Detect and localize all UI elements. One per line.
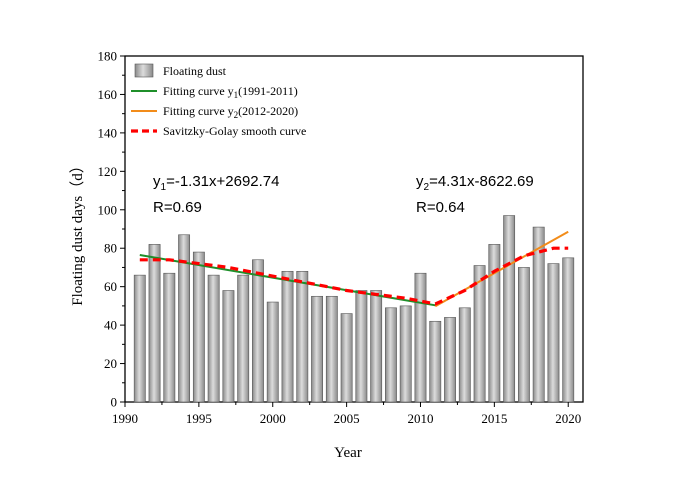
- bar-2007: [370, 290, 383, 403]
- bar-1995: [192, 251, 205, 403]
- bar-2001: [281, 270, 294, 403]
- annotation-y1-r: R=0.69: [153, 199, 202, 216]
- bar-2013: [458, 307, 471, 403]
- x-tick-label-2015: 2015: [481, 411, 507, 426]
- bar-2014: [473, 265, 486, 403]
- bar-2010: [414, 272, 427, 403]
- legend-label-1: Fitting curve y1(1991-2011): [163, 84, 298, 100]
- bar-2000: [266, 301, 279, 403]
- bar-2017: [517, 267, 530, 403]
- series-line-2: [434, 230, 569, 308]
- bar-1991: [133, 274, 146, 403]
- y-tick-label-80: 80: [104, 241, 117, 256]
- bar-2003: [311, 295, 323, 403]
- bar-2005: [340, 313, 353, 403]
- bar-1999: [252, 259, 264, 403]
- ticks-group: 1990 1995 2000 2005 2010 2015 2020 0 20 40 60 80 100…: [98, 49, 582, 427]
- bar-2012: [444, 317, 456, 403]
- x-tick-label-1995: 1995: [186, 411, 212, 426]
- y-tick-label-60: 60: [104, 279, 117, 294]
- legend-label-0: Floating dust: [163, 64, 227, 78]
- bar-2004: [325, 295, 338, 403]
- y-tick-label-100: 100: [98, 202, 118, 217]
- bar-1992: [148, 244, 161, 403]
- legend-swatch-bar: [134, 63, 154, 78]
- bar-2016: [503, 215, 516, 403]
- y-tick-label-140: 140: [98, 125, 118, 140]
- bar-2011: [429, 320, 442, 403]
- x-tick-label-2005: 2005: [334, 411, 360, 426]
- bar-2006: [355, 290, 368, 403]
- legend-label-2: Fitting curve y2(2012-2020): [163, 104, 298, 120]
- legend-label-3: Savitzky-Golay smooth curve: [163, 124, 306, 138]
- x-axis-title: Year: [334, 445, 362, 461]
- bar-2018: [532, 226, 545, 403]
- bar-1997: [222, 290, 235, 403]
- y-tick-label-120: 120: [98, 164, 118, 179]
- bar-2008: [385, 307, 397, 403]
- y-tick-label-20: 20: [104, 356, 117, 371]
- bar-2019: [547, 263, 560, 403]
- annotation-y1-equation: y1=-1.31x+2692.74: [153, 173, 280, 193]
- annotation-y2-r: R=0.64: [416, 199, 465, 216]
- bar-2020: [562, 257, 575, 403]
- y-tick-label-40: 40: [104, 318, 117, 333]
- bar-1998: [237, 274, 250, 403]
- annotation-y2: y2=4.31x-8622.69 R=0.64: [416, 173, 534, 216]
- x-tick-label-2000: 2000: [260, 411, 286, 426]
- bar-2002: [296, 270, 309, 403]
- bar-1996: [207, 274, 220, 403]
- bar-1993: [163, 272, 176, 403]
- y-tick-label-160: 160: [98, 87, 118, 102]
- x-tick-label-2010: 2010: [407, 411, 433, 426]
- legend: Floating dust Fitting curve y1(1991-2011)…: [131, 63, 306, 138]
- y-tick-label-180: 180: [98, 49, 118, 64]
- annotation-y2-equation: y2=4.31x-8622.69: [416, 173, 534, 193]
- bar-2009: [399, 305, 412, 403]
- y-axis-title: Floating dust days（d）: [69, 158, 86, 306]
- bars-group: [133, 215, 575, 403]
- lines-group: [139, 230, 569, 308]
- x-tick-label-1990: 1990: [112, 411, 138, 426]
- series-line-3: [139, 246, 569, 306]
- x-tick-label-2020: 2020: [555, 411, 581, 426]
- y-tick-label-0: 0: [111, 395, 118, 410]
- bar-1994: [178, 234, 191, 403]
- annotation-y1: y1=-1.31x+2692.74 R=0.69: [153, 173, 280, 216]
